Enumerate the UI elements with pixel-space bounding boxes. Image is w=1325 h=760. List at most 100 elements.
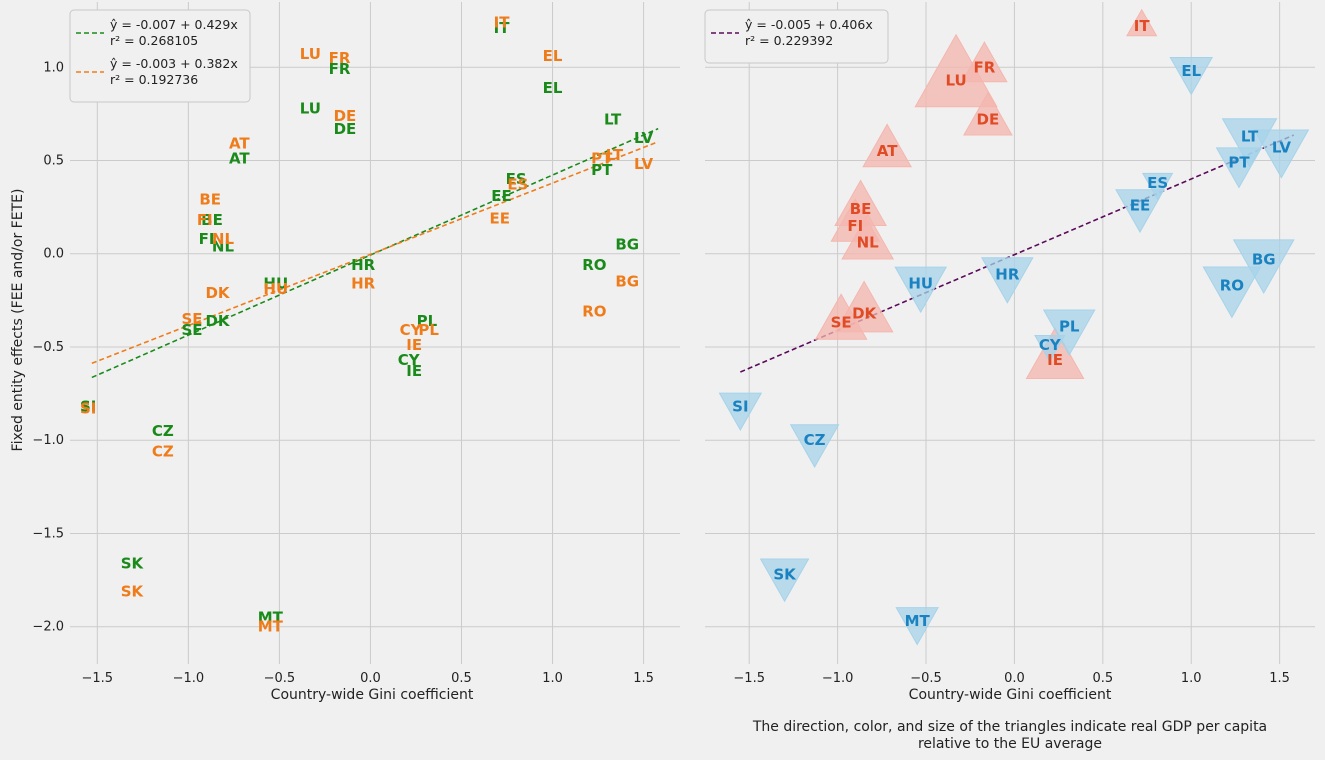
gdp-triangle-lu — [914, 33, 998, 108]
fee-label-it: IT — [494, 19, 511, 37]
gdp-triangle-pt — [1215, 147, 1263, 189]
y-tick-label: 1.0 — [43, 60, 64, 75]
x-tick-label: 0.0 — [1004, 671, 1025, 686]
legend-r2: r² = 0.268105 — [110, 33, 198, 48]
fete-label-el: EL — [543, 47, 563, 65]
gdp-triangle-hr — [980, 257, 1034, 304]
right-triangles — [718, 8, 1310, 646]
y-tick-label: −0.5 — [32, 340, 64, 355]
right-x-ticks: −1.5 −1.0 −0.5 0.0 0.5 1.0 1.5 — [733, 671, 1290, 686]
fete-label-lt: LT — [606, 146, 624, 164]
fete-label-lu: LU — [300, 45, 321, 63]
fete-label-sk: SK — [121, 582, 145, 600]
point-label-ee: EE — [1130, 196, 1151, 214]
gdp-triangle-at — [862, 123, 912, 168]
point-label-be: BE — [850, 200, 872, 218]
fete-label-hr: HR — [351, 275, 376, 293]
fee-label-pl: PL — [417, 312, 438, 330]
point-label-pt: PT — [1228, 153, 1250, 171]
fete-label-hu: HU — [263, 280, 288, 298]
fete-label-fi: FI — [197, 211, 213, 229]
point-label-ro: RO — [1220, 276, 1244, 294]
fee-label-sk: SK — [121, 554, 145, 572]
fete-label-se: SE — [181, 310, 202, 328]
fete-label-ro: RO — [582, 303, 606, 321]
fete-label-fr: FR — [329, 49, 351, 67]
x-tick-label: 0.0 — [360, 671, 381, 686]
point-label-es: ES — [1147, 174, 1168, 192]
right-x-axis-label: Country-wide Gini coefficient — [909, 687, 1112, 703]
x-tick-label: −0.5 — [264, 671, 296, 686]
point-label-cz: CZ — [804, 431, 826, 449]
point-label-lt: LT — [1241, 127, 1259, 145]
fete-label-lv: LV — [634, 155, 653, 173]
fee-label-dk: DK — [205, 312, 230, 330]
gdp-triangle-el — [1169, 56, 1213, 96]
point-label-lu: LU — [945, 71, 966, 89]
fee-label-el: EL — [543, 79, 563, 97]
fee-label-hr: HR — [351, 256, 376, 274]
gdp-triangle-sk — [759, 558, 810, 603]
legend-equation: ŷ = -0.003 + 0.382x — [110, 56, 238, 71]
legend-box — [704, 9, 889, 64]
gdp-triangle-bg — [1232, 239, 1295, 294]
point-label-at: AT — [877, 142, 898, 160]
fee-label-hu: HU — [263, 275, 288, 293]
gdp-triangle-es — [1141, 172, 1174, 201]
fit-line — [91, 141, 659, 365]
point-label-hr: HR — [995, 265, 1020, 283]
fee-label-fi: FI — [199, 230, 215, 248]
fee-label-fr: FR — [329, 60, 351, 78]
x-tick-label: 0.5 — [451, 671, 472, 686]
fee-label-si: SI — [80, 398, 96, 416]
legend-equation: ŷ = -0.007 + 0.429x — [110, 17, 238, 32]
point-label-lv: LV — [1272, 138, 1291, 156]
fete-label-dk: DK — [205, 284, 230, 302]
left-x-axis-label: Country-wide Gini coefficient — [271, 687, 474, 703]
x-tick-label: 1.0 — [1181, 671, 1202, 686]
right-grid — [705, 2, 1315, 664]
left-fit-lines — [91, 127, 659, 379]
fee-label-lt: LT — [604, 110, 622, 128]
fete-label-de: DE — [334, 107, 357, 125]
fete-label-cy: CY — [400, 321, 423, 339]
fee-label-ro: RO — [582, 256, 606, 274]
gdp-triangle-it — [1126, 8, 1158, 37]
fete-label-it: IT — [494, 14, 511, 32]
x-tick-label: −0.5 — [910, 671, 942, 686]
fee-label-de: DE — [334, 120, 357, 138]
point-label-dk: DK — [852, 304, 877, 322]
point-label-nl: NL — [857, 234, 880, 252]
fee-label-pt: PT — [591, 161, 613, 179]
point-label-si: SI — [732, 398, 748, 416]
point-label-el: EL — [1181, 62, 1201, 80]
fete-label-nl: NL — [212, 230, 235, 248]
x-tick-label: 1.5 — [1269, 671, 1290, 686]
fete-label-cz: CZ — [152, 442, 174, 460]
left-grid — [70, 2, 680, 664]
x-tick-label: 0.5 — [1092, 671, 1113, 686]
fee-label-bg: BG — [615, 235, 639, 253]
fete-label-es: ES — [507, 176, 528, 194]
y-tick-label: 0.5 — [43, 154, 64, 169]
gdp-triangle-hu — [894, 266, 948, 314]
point-label-se: SE — [831, 314, 852, 332]
legend-equation: ŷ = -0.005 + 0.406x — [745, 17, 873, 32]
point-label-bg: BG — [1252, 250, 1276, 268]
fete-label-ie: IE — [406, 336, 422, 354]
fee-label-lu: LU — [300, 99, 321, 117]
left-x-ticks: −1.5 −1.0 −0.5 0.0 0.5 1.0 1.5 — [82, 671, 654, 686]
point-label-fi: FI — [847, 217, 863, 235]
fete-label-be: BE — [199, 191, 221, 209]
gdp-triangle-cy — [1034, 335, 1066, 363]
y-tick-label: −1.5 — [32, 526, 64, 541]
x-tick-label: −1.0 — [822, 671, 854, 686]
y-tick-label: −1.0 — [32, 433, 64, 448]
y-tick-label: 0.0 — [43, 247, 64, 262]
fete-label-at: AT — [229, 135, 250, 153]
triangle-note-line2: relative to the EU average — [918, 736, 1102, 752]
